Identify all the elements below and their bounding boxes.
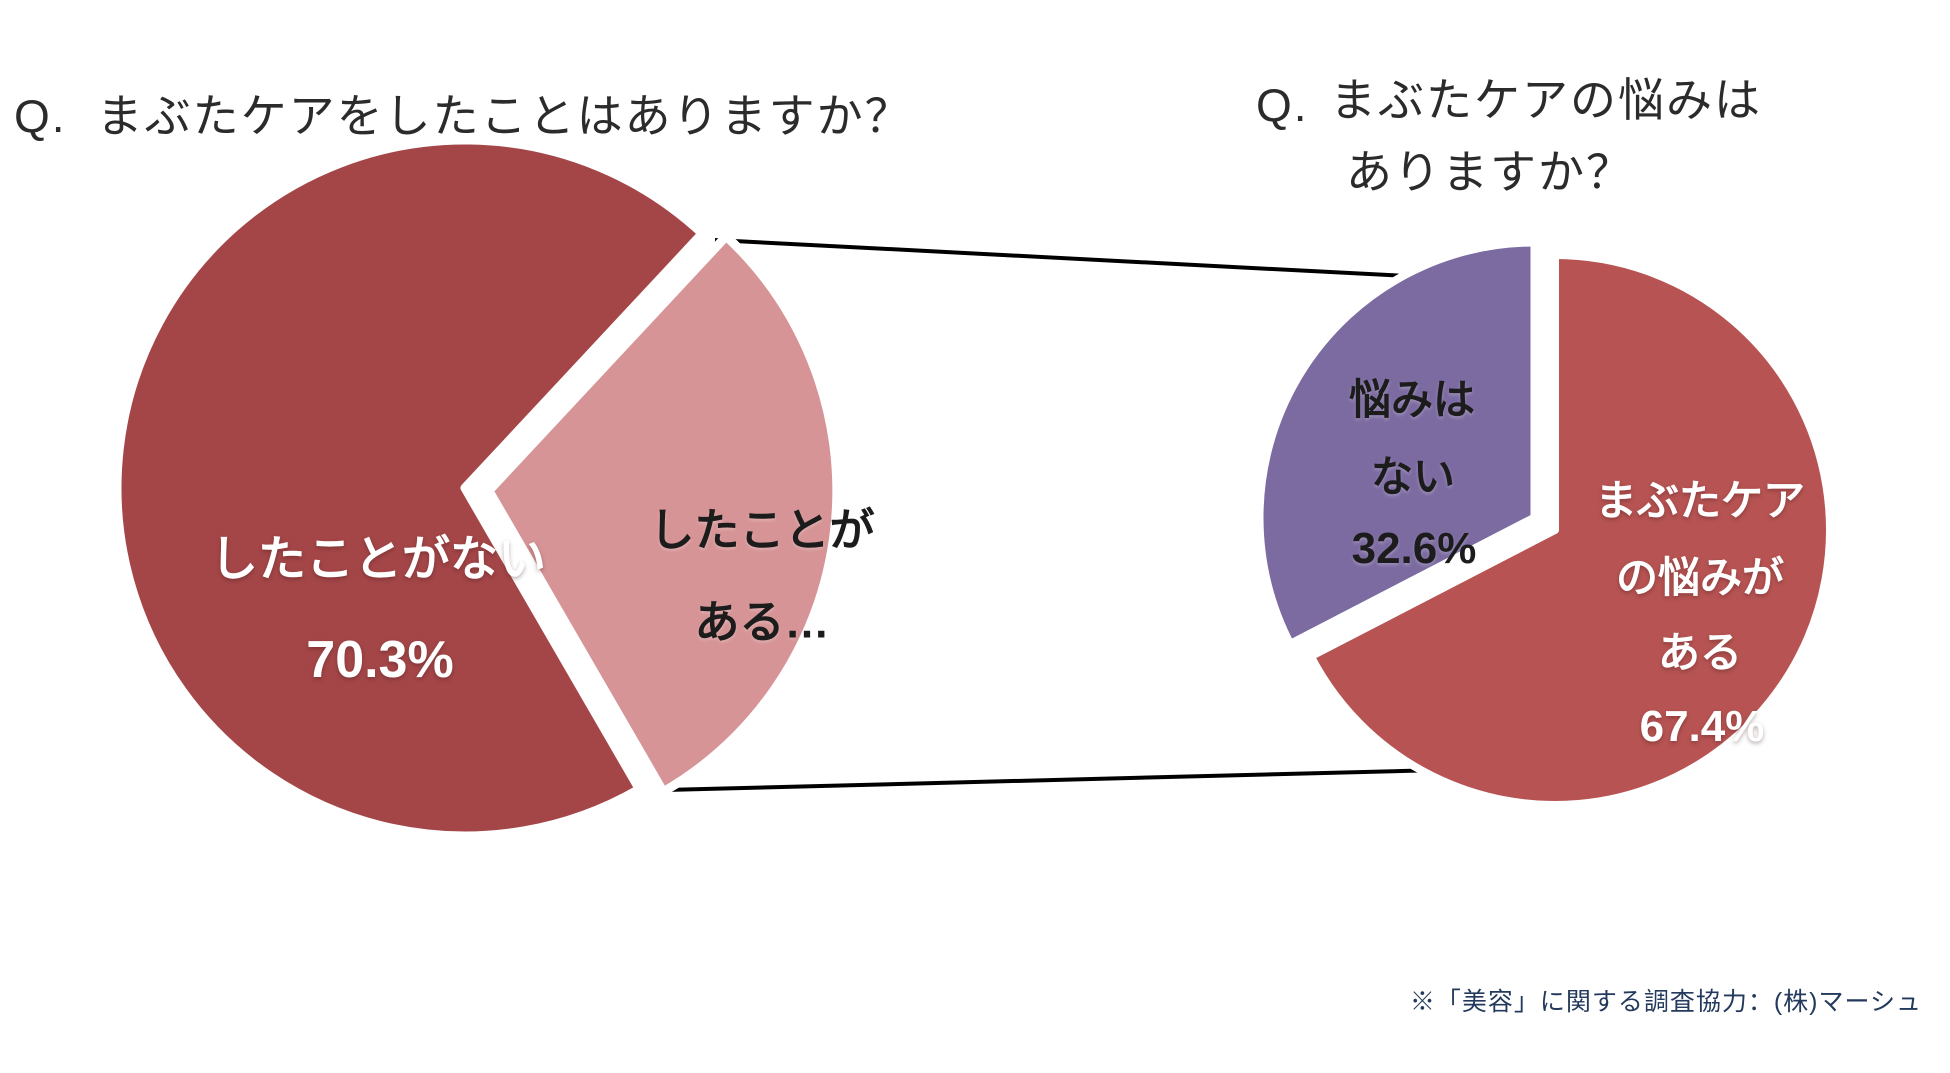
pie-slices-group (112, 135, 1834, 841)
right-pie-main-slice-percent: 67.4% (1639, 702, 1765, 751)
right-pie-secondary-slice-label-line1: 悩みは (1348, 376, 1476, 423)
left-pie-secondary-slice-label-line2: ある… (694, 596, 830, 648)
left-title-q-prefix: Q. (14, 90, 67, 142)
left-pie-main-slice-percent: 70.3% (306, 631, 454, 689)
right-pie-main-slice-label-line3: ある (1657, 629, 1743, 676)
right-title-line2: ありますか？ (1346, 146, 1634, 198)
pie-left-slice-0 (112, 135, 707, 841)
right-pie-main-slice-label-line1: まぶたケア (1594, 477, 1806, 524)
right-title-q-prefix: Q. (1256, 79, 1309, 131)
left-title-text: まぶたケアをしたことはありますか？ (96, 90, 913, 142)
right-title-q-prefix-wrap: Q. (1256, 78, 1309, 132)
left-chart-title: Q. まぶたケアをしたことはありますか？ (14, 80, 913, 146)
right-title-line1: まぶたケアの悩みは (1330, 74, 1762, 126)
connector-line-top (714, 238, 1446, 280)
pie-right-slice-1 (1255, 238, 1539, 648)
connector-line-bottom (664, 768, 1441, 792)
pie-left-slice-1 (484, 231, 842, 797)
right-pie-secondary-slice-label-line2: ない (1370, 453, 1456, 500)
left-pie-secondary-slice-label-line1: したことが (649, 504, 875, 556)
survey-credit-footnote: ※「美容」に関する調査協力：(株)マーシュ (1409, 988, 1922, 1016)
right-pie-main-slice-label-line2: の悩みが (1615, 554, 1785, 601)
right-pie-secondary-slice-percent: 32.6% (1351, 524, 1477, 573)
right-chart-title: まぶたケアの悩みは ありますか？ (1330, 64, 1762, 208)
pie-right-slice-0 (1306, 251, 1834, 809)
left-pie-main-slice-label: したことがない (209, 533, 547, 586)
